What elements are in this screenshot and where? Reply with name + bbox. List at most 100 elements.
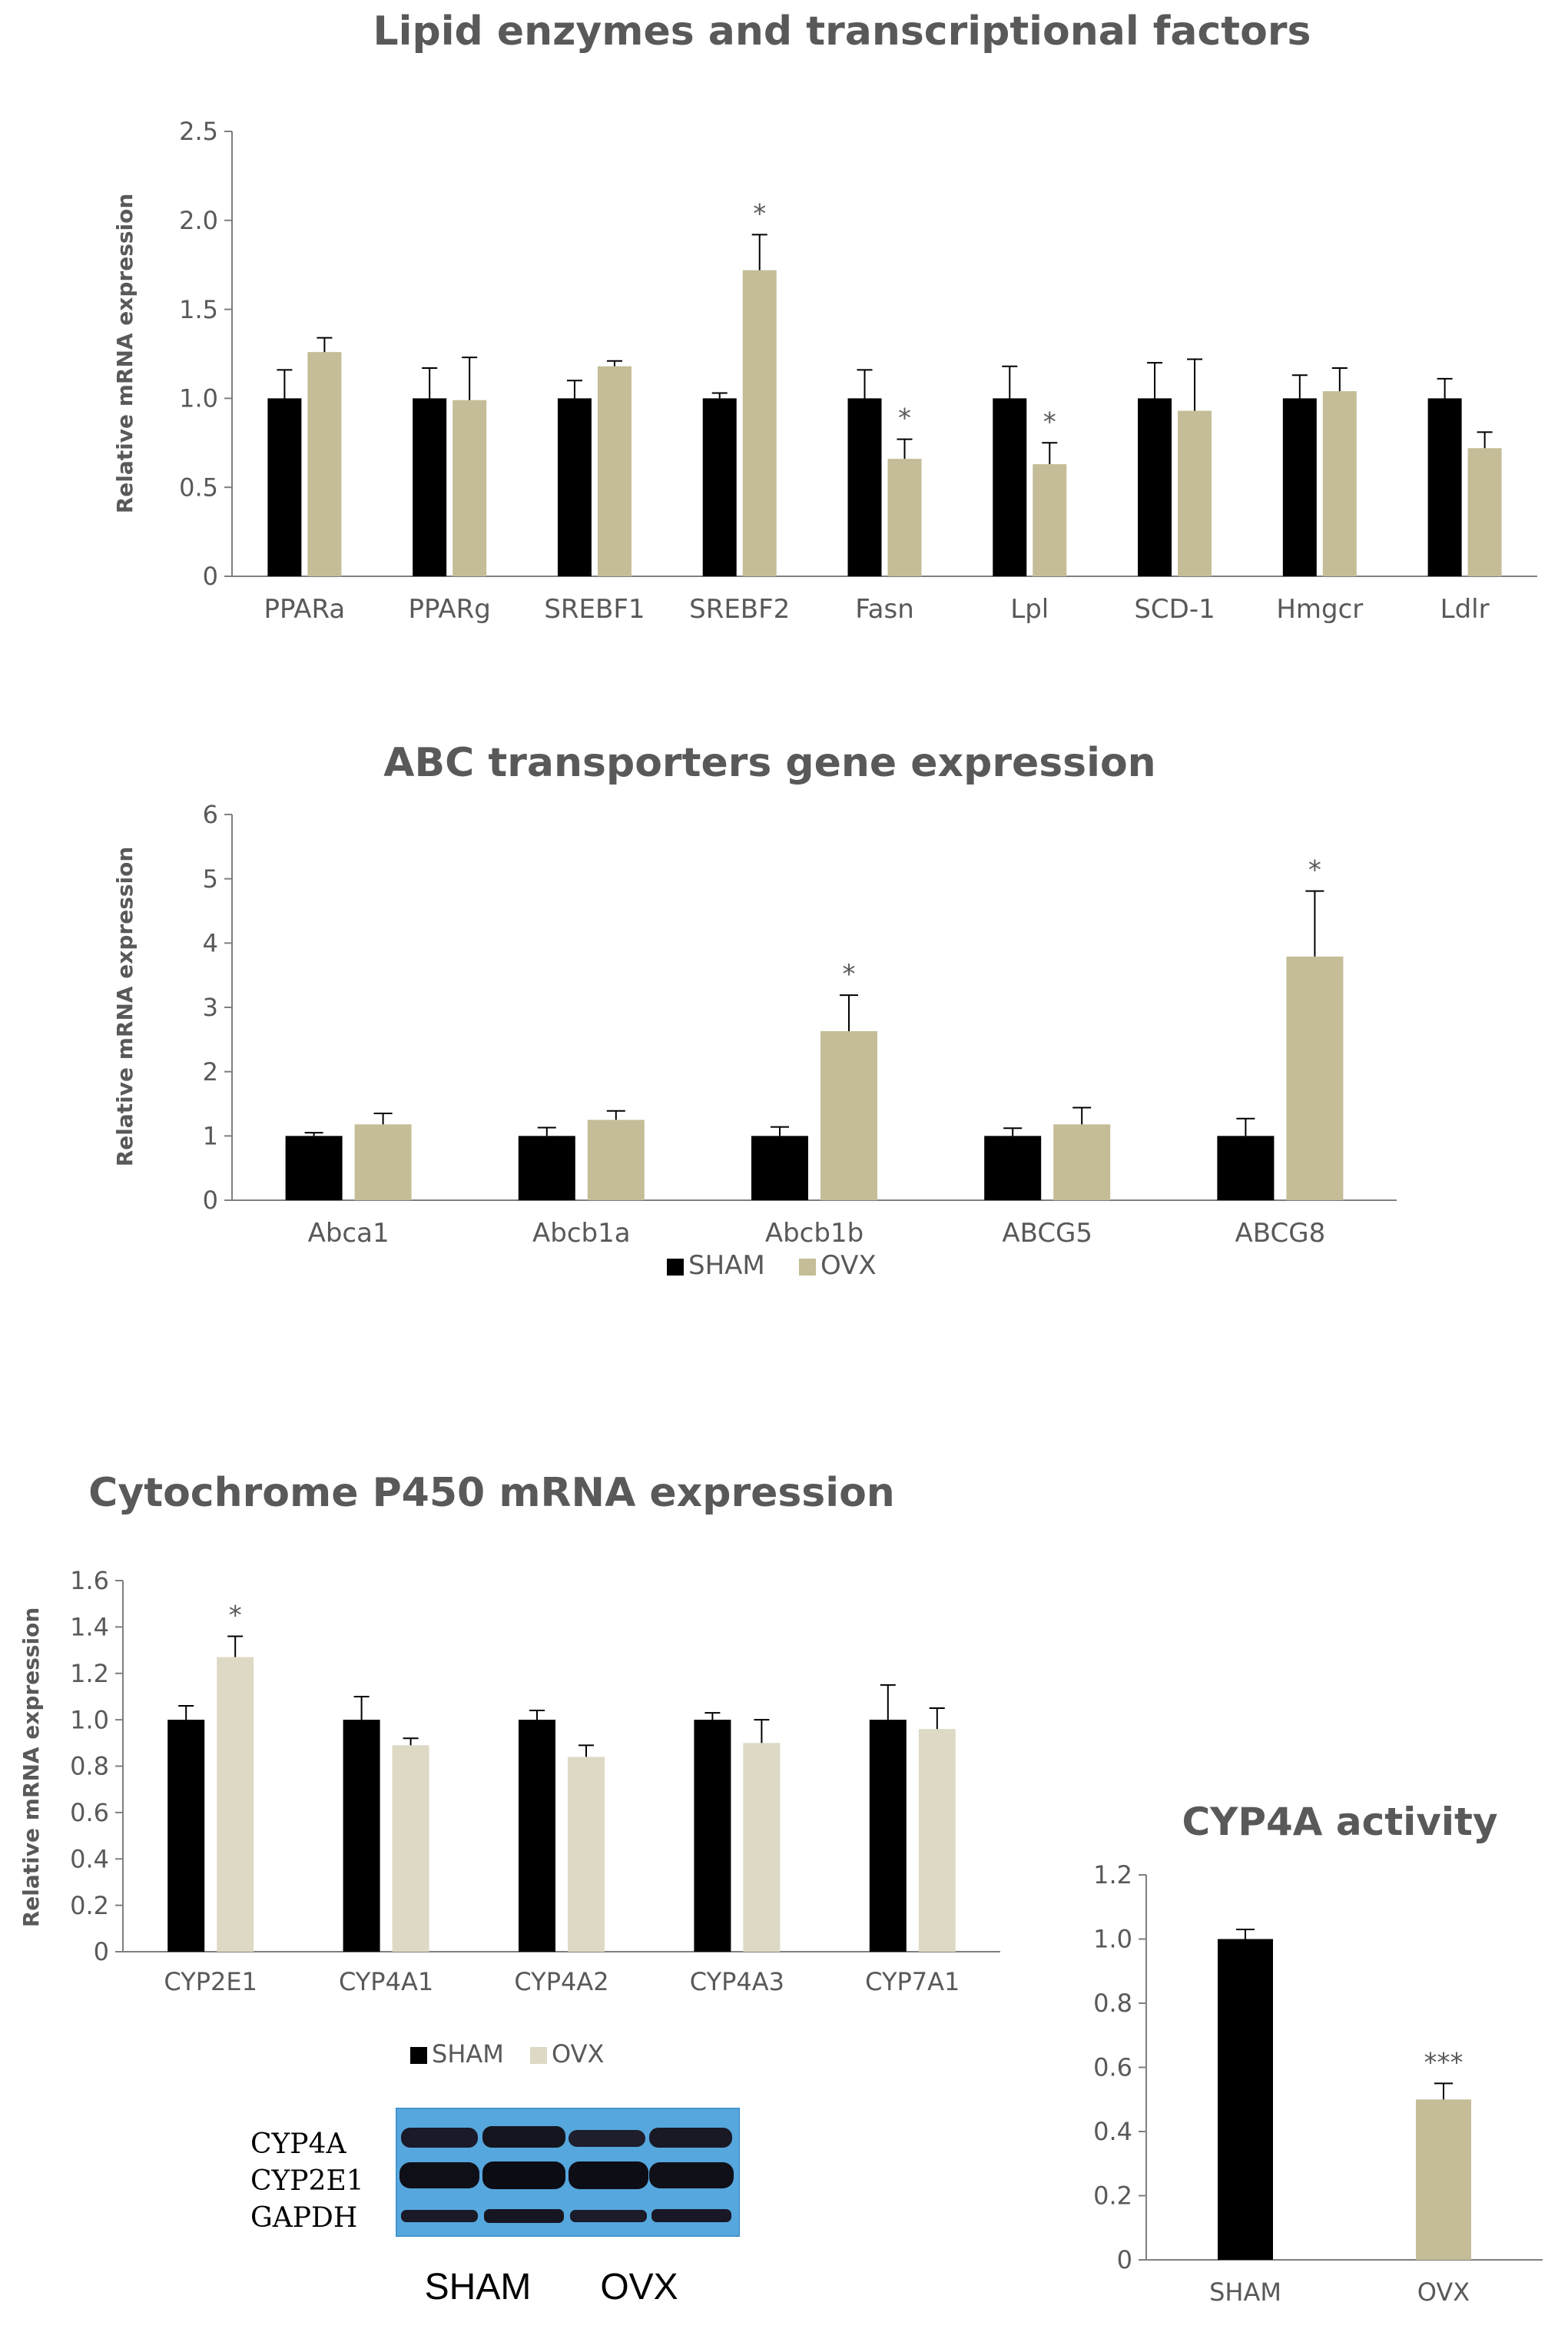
lpl-ovx-bar [1033,464,1067,576]
legend-label-ovx: OVX [820,1250,877,1281]
legend-swatch-sham [410,2047,427,2064]
band-cyp4a-lane2 [482,2126,565,2148]
band-cyp2e1-lane2 [482,2161,565,2189]
significance-marker: * [898,403,911,434]
x-category-label: Lpl [1010,594,1049,625]
cyp4a3-ovx-bar [743,1743,781,1952]
y-tick-label: 0 [94,1937,109,1966]
band-cyp4a-lane4 [649,2128,732,2148]
significance-marker: * [843,959,856,990]
abcb1a-sham-bar [518,1136,575,1200]
chart-title: CYP4A activity [1182,1800,1497,1844]
abca1-sham-bar [285,1136,343,1200]
lipid-enzymes-chart: Lipid enzymes and transcriptional factor… [112,8,1537,625]
hmgcr-sham-bar [1282,398,1317,576]
y-tick-label: 0.4 [1093,2117,1132,2146]
lpl-sham-bar [993,398,1027,576]
y-tick-label: 0.6 [70,1798,109,1827]
abcg8-sham-bar [1217,1136,1275,1200]
cyp7a1-ovx-bar [918,1729,956,1952]
x-category-label: SREBF2 [689,594,790,625]
y-tick-label: 3 [203,993,218,1022]
blot-group-ovx: OVX [600,2267,678,2307]
cyp4a1-ovx-bar [392,1745,429,1952]
band-gapdh-lane4 [651,2209,731,2222]
legend-swatch-ovx [799,1259,816,1276]
x-category-label: Abca1 [308,1218,390,1249]
x-category-label: SREBF1 [544,594,645,625]
western-blot-panel: CYP4A CYP2E1 GAPDH SHAM OVX [250,2108,740,2307]
fasn-ovx-bar [887,459,922,576]
legend-label-sham: SHAM [432,2039,504,2069]
y-tick-label: 4 [203,929,218,958]
y-tick-label: 1 [203,1122,218,1151]
cyp4a1-sham-bar [343,1720,380,1952]
band-cyp4a-lane3 [569,2130,645,2147]
band-cyp2e1-lane3 [569,2161,648,2189]
x-category-label: Hmgcr [1276,594,1363,625]
x-category-label: CYP7A1 [865,1967,960,1996]
band-gapdh-lane1 [401,2210,478,2222]
fasn-sham-bar [847,398,882,576]
band-gapdh-lane3 [570,2210,647,2222]
y-tick-label: 0.8 [1093,1989,1132,2018]
blot-label-gapdh: GAPDH [250,2202,357,2234]
western-blot-image [396,2108,740,2237]
y-axis-label: Relative mRNA expression [18,1607,44,1928]
scd-1-sham-bar [1138,398,1172,576]
abcg5-ovx-bar [1053,1124,1111,1200]
abcb1b-ovx-bar [820,1030,877,1200]
abcb1a-ovx-bar [587,1120,645,1200]
x-category-label: CYP4A3 [690,1967,784,1996]
cyp4a2-ovx-bar [568,1757,605,1952]
sham-bar [1218,1939,1273,2260]
band-cyp2e1-lane1 [399,2162,479,2188]
legend-swatch-sham [667,1259,684,1276]
y-tick-label: 0.2 [1093,2181,1132,2211]
x-category-label: CYP4A1 [339,1967,433,1996]
srebf2-sham-bar [702,398,737,576]
y-tick-label: 0.6 [1093,2053,1132,2082]
y-tick-label: 1.2 [1093,1860,1132,1889]
y-tick-label: 1.0 [1093,1925,1132,1954]
cyp4a2-sham-bar [519,1720,555,1952]
cyp7a1-sham-bar [869,1720,907,1952]
chart-title: ABC transporters gene expression [383,740,1155,786]
y-axis-label: Relative mRNA expression [112,847,138,1167]
y-tick-label: 1.0 [179,384,218,413]
cytochrome-p450-chart: Cytochrome P450 mRNA expression Relative … [18,1470,1000,2069]
srebf1-ovx-bar [597,366,632,576]
cyp4a-activity-chart: CYP4A activity 0 0.2 0.4 0.6 0.8 1.0 1.2 SHAM OVX… [1093,1800,1543,2307]
x-category-label: Fasn [855,594,914,625]
significance-marker: * [229,1600,242,1631]
blot-label-cyp2e1: CYP2E1 [250,2165,364,2197]
cyp4a3-sham-bar [694,1720,731,1952]
ldlr-ovx-bar [1467,448,1502,576]
blot-label-cyp4a: CYP4A [250,2128,346,2160]
y-tick-label: 6 [203,800,218,829]
y-tick-label: 0.5 [179,473,218,502]
abcg8-ovx-bar [1286,956,1344,1200]
x-category-label: ABCG8 [1235,1218,1326,1249]
significance-marker: * [753,198,766,229]
y-tick-label: 2.0 [179,206,218,235]
x-category-label: ABCG5 [1002,1218,1092,1249]
y-tick-label: 1.4 [70,1613,109,1642]
x-category-label: CYP2E1 [164,1967,257,1996]
srebf1-sham-bar [557,398,592,576]
x-category-label: Abcb1b [765,1218,864,1249]
y-tick-label: 0 [203,1186,218,1215]
x-category-label: PPARg [409,594,491,625]
abca1-ovx-bar [354,1124,412,1200]
y-tick-label: 0.2 [70,1891,109,1920]
y-tick-label: 0 [203,562,218,591]
pparg-sham-bar [413,398,447,576]
y-tick-label: 1.2 [70,1659,109,1688]
y-tick-label: 5 [203,864,218,894]
y-tick-label: 2 [203,1057,218,1087]
band-cyp2e1-lane4 [649,2162,734,2188]
x-category-label: OVX [1417,2278,1470,2307]
x-category-label: Ldlr [1440,594,1490,625]
ppara-sham-bar [267,398,302,576]
legend-label-sham: SHAM [688,1250,765,1281]
